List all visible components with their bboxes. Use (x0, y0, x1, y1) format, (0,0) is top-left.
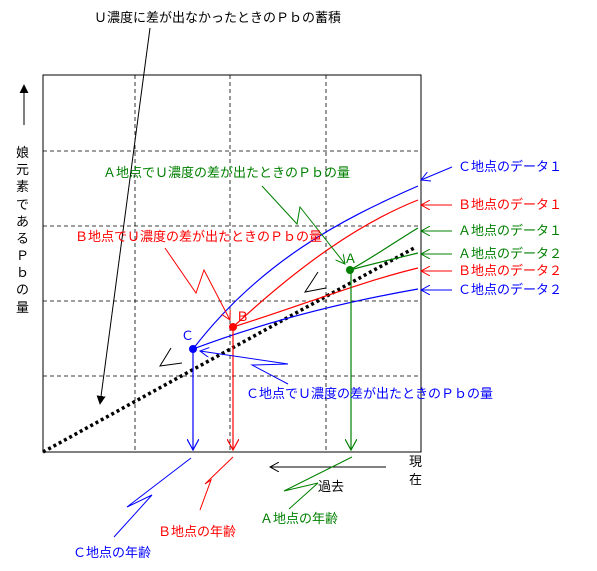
curve-b-data1 (232, 199, 419, 328)
age-c-leader (113, 457, 192, 538)
svg-text:在: 在 (409, 473, 422, 488)
age-a-leader (283, 456, 353, 510)
svg-text:素: 素 (16, 180, 29, 195)
svg-text:元: 元 (16, 163, 29, 178)
x-axis-now-label: 現 在 (409, 455, 422, 488)
blue-mid-label: Ｃ地点でＵ濃度の差が出たときのＰｂの量 (246, 386, 493, 402)
reference-line (42, 245, 417, 454)
green-mid-label: Ａ地点でＵ濃度の差が出たときのＰｂの量 (103, 165, 350, 181)
curve-b-data2 (232, 267, 419, 328)
legend-c1-arrow (421, 166, 453, 180)
svg-text:る: る (16, 232, 29, 247)
y-axis-label: 娘 元 素 で あ る Ｐ ｂ の 量 (16, 146, 29, 316)
svg-text:娘: 娘 (16, 146, 29, 161)
svg-text:ｂ: ｂ (16, 266, 29, 281)
age-a-label: Ａ地点の年齢 (260, 512, 338, 527)
point-b (229, 323, 237, 331)
point-a-label: Ａ (344, 252, 357, 267)
age-b-leader (199, 456, 234, 511)
legend-a2: Ａ地点のデータ２ (458, 246, 562, 262)
point-c (189, 345, 197, 353)
legend-a1: Ａ地点のデータ１ (458, 223, 562, 239)
red-mid-label: Ｂ地点でＵ濃度の差が出たときのＰｂの量 (75, 229, 322, 245)
svg-text:量: 量 (16, 301, 29, 316)
curve-c-data1 (192, 185, 419, 350)
blue-mid-arrow (200, 351, 289, 385)
point-c-label: Ｃ (181, 329, 194, 344)
plot-frame (42, 74, 422, 453)
ref-chevron-2 (303, 271, 327, 293)
legend-c2: Ｃ地点のデータ２ (458, 282, 562, 298)
age-c-label: Ｃ地点の年齢 (73, 546, 151, 561)
svg-text:現: 現 (409, 455, 422, 470)
legend-b2: Ｂ地点のデータ２ (458, 263, 562, 279)
top-label-arrow (96, 27, 151, 405)
legend-b1: Ｂ地点のデータ１ (458, 197, 562, 213)
svg-text:あ: あ (16, 215, 29, 230)
curve-c-data2 (192, 288, 419, 350)
point-b-label: Ｂ (236, 310, 249, 325)
age-b-label: Ｂ地点の年齢 (158, 525, 236, 540)
red-mid-arrow (164, 247, 230, 320)
svg-text:Ｐ: Ｐ (16, 249, 29, 264)
ref-chevron-1 (159, 347, 183, 367)
point-a (346, 266, 354, 274)
svg-text:の: の (16, 283, 29, 298)
svg-text:で: で (16, 198, 29, 213)
x-axis-past-label: 過去 (318, 480, 344, 495)
legend-c1: Ｃ地点のデータ１ (458, 159, 562, 175)
green-mid-arrow (261, 185, 345, 264)
top-label: Ｕ濃度に差が出なかったときのＰｂの蓄積 (94, 10, 341, 26)
curve-a-data2 (349, 252, 419, 271)
curve-a-data1 (349, 227, 419, 271)
